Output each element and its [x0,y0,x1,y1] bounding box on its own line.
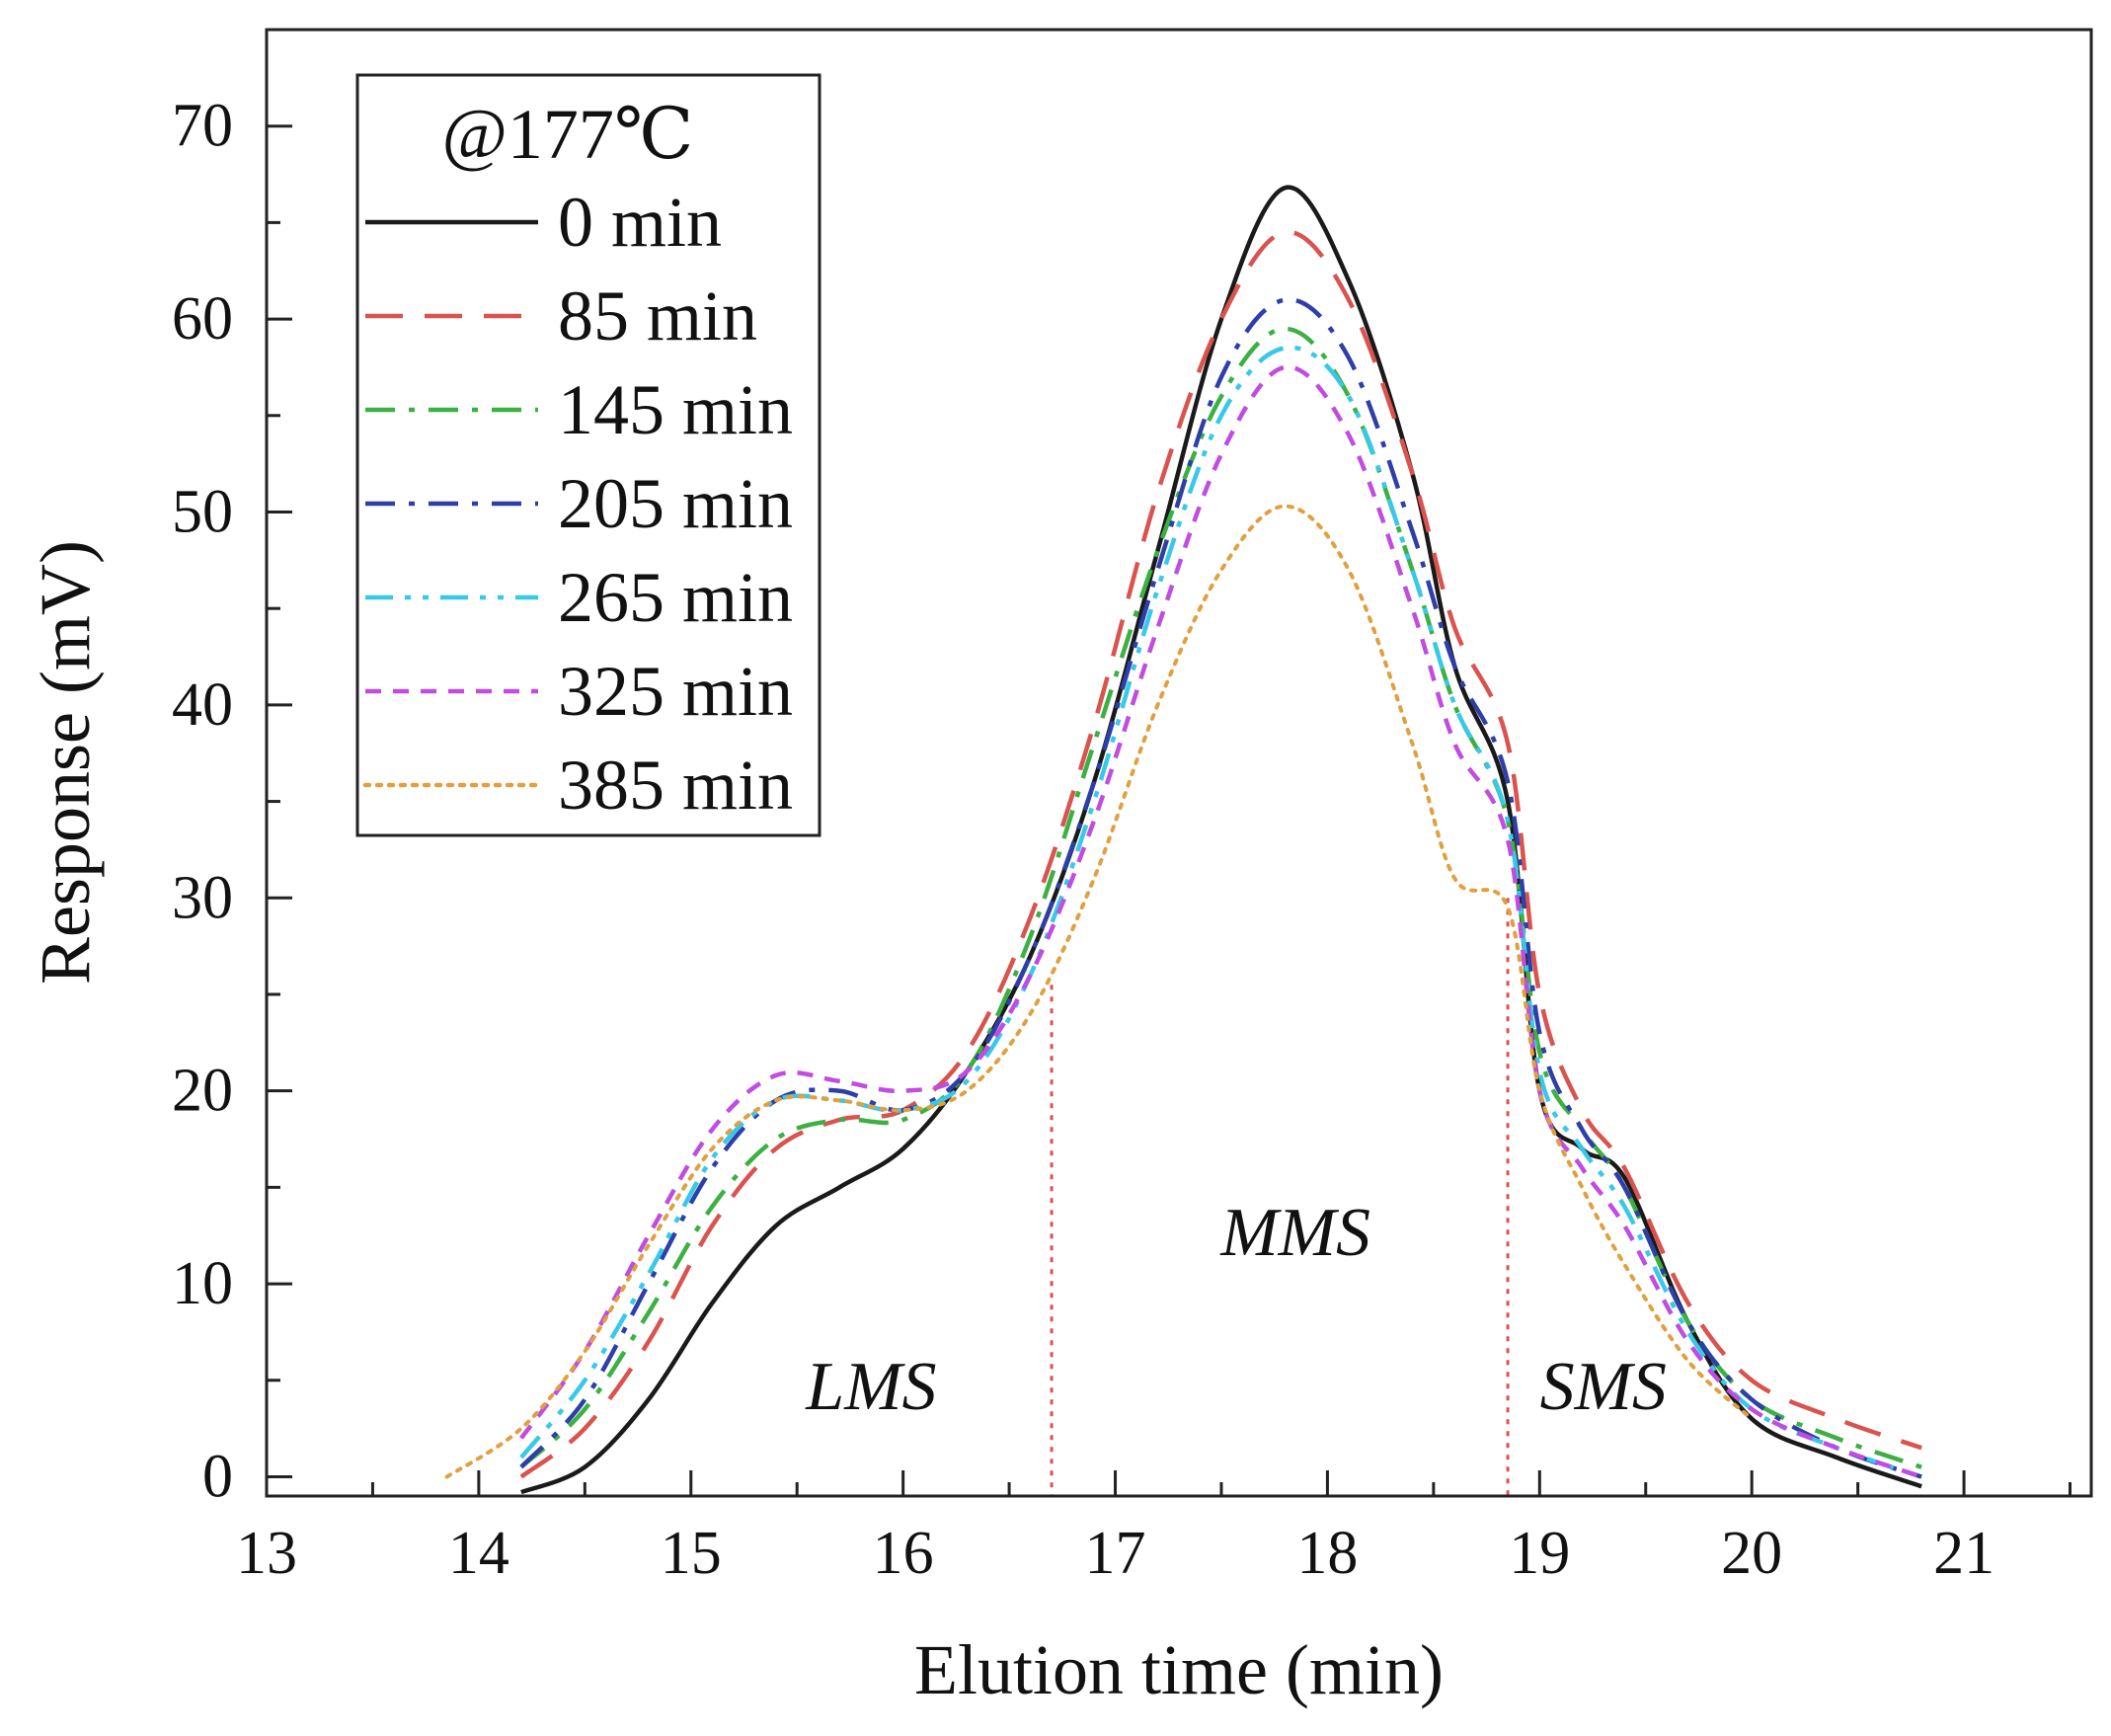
legend-items: 0 min 85 min 145 min 205 min 265 min 325 min 3… [362,183,793,825]
x-axis-title: Elution time (min) [914,1630,1444,1709]
region-label: SMS [1540,1349,1667,1425]
x-tick-label: 15 [661,1520,722,1587]
region-label: MMS [1219,1195,1370,1271]
y-tick-label: 50 [172,478,233,545]
legend-label: 85 min [558,276,757,355]
x-tick-label: 14 [448,1520,509,1587]
legend-label: 265 min [558,558,793,637]
y-axis-title: Response (mV) [26,540,105,985]
x-tick-label: 16 [873,1520,934,1587]
region-label: LMS [805,1349,936,1425]
y-tick-label: 0 [202,1443,233,1510]
tick-labels: 13 14 15 16 17 18 19 20 21 0 10 20 30 40 50 60 70 [172,93,1994,1587]
series-line [519,345,1922,1479]
legend-label: 325 min [558,652,793,731]
series-line [519,364,1922,1479]
y-tick-label: 60 [172,285,233,353]
legend-label: 205 min [558,464,793,543]
x-tick-label: 17 [1085,1520,1146,1587]
series-lines [444,185,1922,1495]
legend-label: 0 min [558,183,722,262]
y-tick-label: 20 [172,1058,233,1125]
y-tick-label: 10 [172,1250,233,1317]
legend-title: @177℃ [442,95,694,174]
region-dividers [1050,898,1510,1496]
legend-box [355,73,821,837]
y-tick-label: 70 [172,93,233,160]
x-tick-label: 21 [1933,1520,1994,1587]
legend: @177℃ 0 min 85 min 145 min 205 min 265 min 32… [355,73,821,837]
x-tick-label: 19 [1509,1520,1570,1587]
series-line [520,185,1922,1495]
series-line [519,229,1922,1479]
x-tick-label: 18 [1296,1520,1358,1587]
region-annotations: LMS MMS SMS [805,1195,1667,1425]
series-line [519,326,1922,1469]
plot-frame [265,28,2093,1498]
y-tick-label: 40 [172,671,233,739]
x-tick-label: 20 [1721,1520,1782,1587]
axis-ticks [265,124,2072,1496]
series-line [444,504,1755,1479]
legend-label: 385 min [558,746,793,825]
legend-label: 145 min [558,370,793,449]
y-tick-label: 30 [172,864,233,931]
x-tick-label: 13 [236,1520,297,1587]
